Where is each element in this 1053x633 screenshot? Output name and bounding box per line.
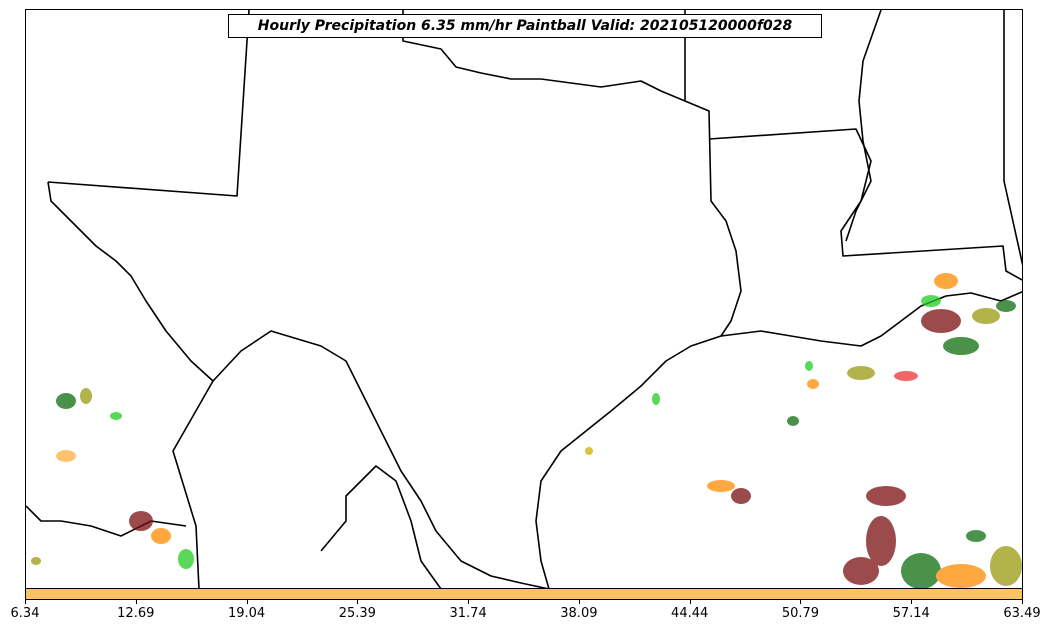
colorbar-tick — [246, 600, 248, 604]
colorbar-tick — [357, 600, 359, 604]
colorbar-tick-label: 50.79 — [781, 606, 820, 621]
colorbar-tick — [689, 600, 691, 604]
mississippi-river — [845, 10, 882, 242]
colorbar-tick — [911, 600, 913, 604]
colorbar — [25, 588, 1023, 600]
colorbar-tick-label: 19.04 — [227, 606, 266, 621]
colorbar-tick-label: 57.14 — [892, 606, 930, 621]
colorbar-tick-label: 12.69 — [117, 606, 155, 621]
rio-grande-border — [47, 181, 549, 588]
mississippi-border — [1003, 10, 1022, 266]
colorbar-tick — [1022, 600, 1023, 604]
colorbar-tick-label: 6.34 — [10, 606, 40, 621]
map-area — [25, 9, 1023, 589]
colorbar-tick-label: 25.39 — [338, 606, 376, 621]
louisiana-border — [684, 10, 1022, 281]
colorbar-tick — [468, 600, 470, 604]
texas-border — [47, 10, 742, 588]
colorbar-tick — [135, 600, 137, 604]
map-title: Hourly Precipitation 6.35 mm/hr Paintbal… — [228, 14, 822, 38]
colorbar-tick-label: 63.49 — [1003, 606, 1041, 621]
colorbar-tick-label: 38.09 — [560, 606, 598, 621]
colorbar-tick — [578, 600, 580, 604]
colorbar-tick-label: 44.44 — [671, 606, 709, 621]
map-canvas — [26, 10, 1022, 588]
colorbar-tick — [25, 600, 26, 604]
colorbar-tick — [800, 600, 802, 604]
mexico-state-lines — [26, 380, 442, 588]
louisiana-coast — [720, 290, 1022, 347]
precip-blobs — [31, 273, 1022, 588]
colorbar-tick-label: 31.74 — [449, 606, 487, 621]
